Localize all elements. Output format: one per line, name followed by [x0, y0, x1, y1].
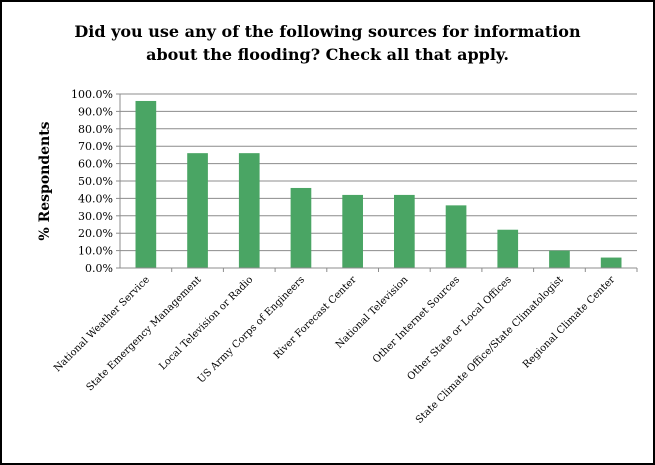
bar: [342, 194, 363, 268]
category-label: National Weather Service: [52, 274, 152, 374]
bar: [497, 229, 519, 268]
bar: [549, 250, 570, 268]
y-tick-label: 30.0%: [78, 210, 113, 223]
y-tick-label: 40.0%: [78, 192, 113, 205]
y-axis-label: % Respondents: [37, 121, 53, 240]
chart-title-line-1: Did you use any of the following sources…: [74, 22, 581, 41]
y-tick-label: 0.0%: [85, 262, 113, 275]
bar: [135, 100, 157, 269]
bar: [187, 153, 208, 268]
chart-title: Did you use any of the following sources…: [2, 20, 653, 66]
bars: [135, 100, 638, 272]
y-tick-label: 70.0%: [78, 140, 113, 153]
bar: [290, 187, 312, 268]
y-tick-label: 50.0%: [78, 175, 113, 188]
y-tick-label: 10.0%: [78, 245, 113, 258]
chart-title-line-2: about the flooding? Check all that apply…: [146, 45, 509, 64]
category-label: Other State or Local Offices: [406, 274, 514, 382]
y-tick-labels: 0.0% 10.0% 20.0% 30.0% 40.0% 50.0% 60.0% 70.0% 8…: [71, 88, 113, 275]
y-tick-label: 60.0%: [78, 158, 113, 171]
category-label: Other Internet Sources: [371, 274, 462, 365]
category-label: Local Television or Radio: [157, 274, 255, 372]
bar: [394, 194, 415, 268]
category-label: State Emergency Management: [85, 274, 204, 393]
axes: [119, 94, 637, 269]
category-label: US Army Corps of Engineers: [196, 274, 307, 385]
bar: [445, 205, 467, 268]
y-tick-label: 20.0%: [78, 227, 113, 240]
category-label: River Forecast Center: [272, 274, 359, 361]
category-label: Regional Climate Center: [521, 274, 617, 370]
y-tick-label: 100.0%: [71, 88, 113, 101]
bar: [600, 257, 622, 268]
y-tick-label: 90.0%: [78, 105, 113, 118]
y-tick-label: 80.0%: [78, 123, 113, 136]
bar: [238, 153, 260, 268]
